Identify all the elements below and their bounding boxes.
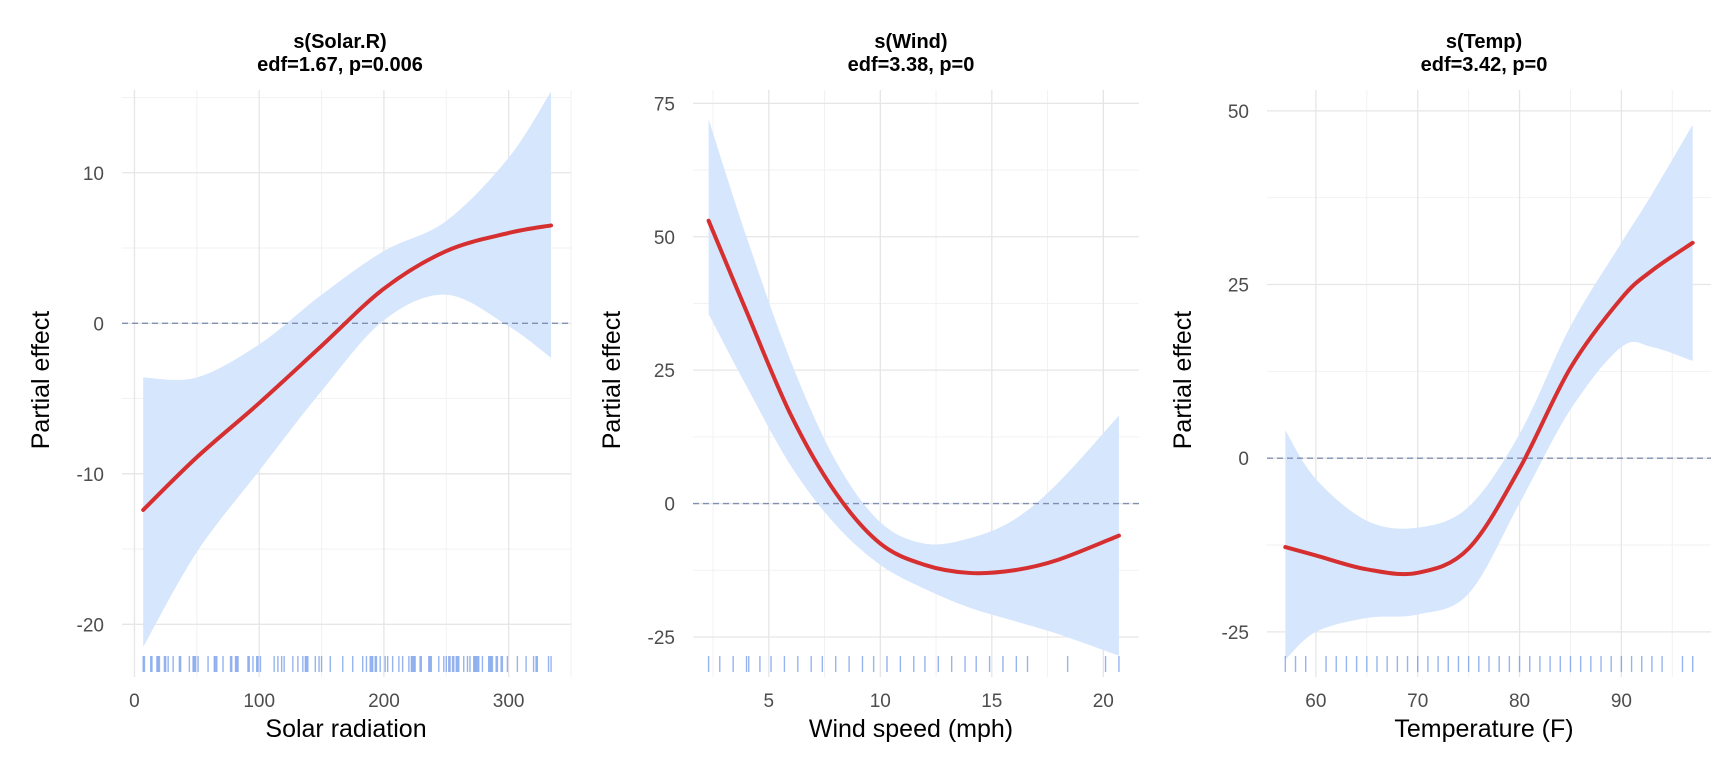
x-tick-label: 300 bbox=[493, 691, 525, 712]
y-tick-label: -25 bbox=[648, 628, 675, 649]
x-tick-label: 5 bbox=[764, 691, 775, 712]
confidence-band bbox=[1285, 124, 1693, 660]
panel-subtitle: edf=3.42, p=0 bbox=[1421, 54, 1548, 76]
panel-subtitle: edf=3.38, p=0 bbox=[848, 54, 975, 76]
x-axis-title: Solar radiation bbox=[265, 715, 426, 743]
fitted-curve bbox=[141, 223, 554, 512]
panel-title: s(Solar.R) bbox=[293, 31, 386, 53]
x-tick-label: 70 bbox=[1407, 691, 1428, 712]
y-tick-label: -25 bbox=[1222, 623, 1249, 644]
panel-temp: s(Temp) edf=3.42, p=0 60 70 80 90 -25 0 25 50 T… bbox=[1169, 31, 1711, 743]
x-tick-label: 200 bbox=[368, 691, 400, 712]
y-tick-label: 25 bbox=[1228, 276, 1249, 297]
y-tick-label: 10 bbox=[83, 164, 104, 185]
y-tick-label: 25 bbox=[654, 361, 675, 382]
y-tick-label: 0 bbox=[664, 495, 675, 516]
x-axis-title: Temperature (F) bbox=[1394, 715, 1573, 743]
x-tick-label: 100 bbox=[243, 691, 275, 712]
panel-solar: s(Solar.R) edf=1.67, p=0.006 0 100 200 300-… bbox=[27, 31, 572, 743]
y-tick-label: 75 bbox=[654, 94, 675, 115]
y-tick-label: -10 bbox=[77, 465, 104, 486]
panel-wind: s(Wind) edf=3.38, p=0 5 10 15 20-250255075 … bbox=[598, 31, 1139, 743]
x-tick-label: 60 bbox=[1305, 691, 1326, 712]
y-axis-title: Partial effect bbox=[27, 311, 55, 450]
y-tick-label: -20 bbox=[77, 615, 104, 636]
fitted-curve bbox=[1283, 240, 1695, 577]
confidence-band bbox=[708, 119, 1119, 656]
confidence-band bbox=[143, 91, 552, 647]
x-tick-label: 15 bbox=[981, 691, 1002, 712]
panel-subtitle: edf=1.67, p=0.006 bbox=[257, 54, 423, 76]
panel-title: s(Temp) bbox=[1446, 31, 1522, 53]
x-tick-label: 10 bbox=[870, 691, 891, 712]
plot-area: 60 70 80 90 -25 0 25 50 bbox=[1222, 90, 1711, 712]
y-tick-label: 50 bbox=[654, 228, 675, 249]
y-tick-label: 50 bbox=[1228, 102, 1249, 123]
y-axis-title: Partial effect bbox=[598, 311, 626, 450]
x-tick-label: 20 bbox=[1093, 691, 1114, 712]
plot-area: 5 10 15 20 -25 0 25 50 75 bbox=[648, 90, 1139, 712]
plot-area: 0 100 200 300 -20 -10 0 10 bbox=[77, 90, 572, 712]
fitted-curve bbox=[706, 218, 1121, 576]
y-tick-label: 0 bbox=[1238, 449, 1249, 470]
y-tick-label: 0 bbox=[93, 314, 104, 335]
x-axis-title: Wind speed (mph) bbox=[809, 715, 1013, 743]
panel-title: s(Wind) bbox=[874, 31, 947, 53]
x-tick-label: 80 bbox=[1509, 691, 1530, 712]
x-tick-label: 0 bbox=[129, 691, 140, 712]
y-axis-title: Partial effect bbox=[1169, 311, 1197, 450]
x-tick-label: 90 bbox=[1611, 691, 1632, 712]
